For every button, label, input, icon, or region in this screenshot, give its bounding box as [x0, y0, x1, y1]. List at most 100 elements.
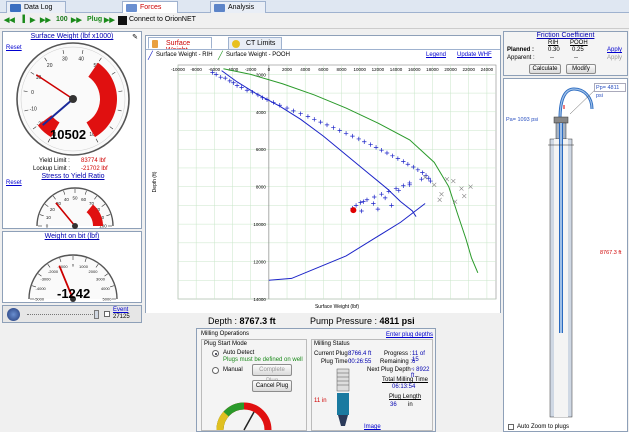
surface-weight-gauge: -30-20-100102030405060708090100 [16, 42, 130, 156]
next-plug-icon[interactable]: ▶▶ [104, 17, 115, 24]
sw-tick [24, 109, 29, 112]
auto-detect-radio[interactable] [212, 350, 219, 357]
series-4-point [444, 176, 450, 182]
remaining-value: 6 [412, 359, 416, 365]
surface-weight-panel: Surface Weight (lbf x1000) ✎ Reset -30 -2… [2, 31, 142, 229]
connect-orionnet-button[interactable]: Connect to OrionNET [129, 16, 196, 23]
tab-forces[interactable]: Forces [122, 1, 178, 13]
series-3-point [361, 199, 366, 204]
wob-tick [32, 285, 37, 288]
lockup-limit-value: -21702 lbf [81, 166, 108, 172]
series-3-point [401, 183, 406, 188]
skip-icon[interactable]: ▶▶ [71, 17, 82, 24]
sw-tick [98, 57, 102, 62]
series-3-point [359, 208, 364, 214]
wob-tick-label: -2000 [48, 269, 59, 274]
auto-zoom-checkbox[interactable] [508, 424, 514, 430]
tab-surface-weight[interactable]: Surface Weight [148, 37, 212, 54]
weight-on-bit-panel: Weight on bit (lbf) -5000 -4000 -3000 -2000… [2, 231, 142, 303]
series-3-point [407, 182, 412, 188]
wob-tick [84, 258, 87, 263]
y-tick-label: 8000 [256, 185, 267, 190]
st-tick [63, 190, 66, 195]
series-3-point [291, 108, 296, 114]
step-back-icon[interactable]: ▐ [20, 16, 25, 23]
friction-title: Friction Coefficient [536, 32, 595, 39]
sw-tick [81, 49, 84, 54]
record-icon[interactable] [7, 308, 20, 321]
slider-track[interactable] [27, 314, 99, 315]
plug-length-value[interactable]: 36 [390, 402, 397, 408]
series-3-point [234, 83, 240, 88]
speed-label[interactable]: 100 [56, 16, 68, 23]
series-3-point [250, 89, 255, 95]
complete-plug-button[interactable]: Complete Plug [252, 364, 292, 384]
calculate-button[interactable]: Calculate [529, 64, 561, 74]
remaining-label: Remaining : [380, 359, 413, 365]
update-whf-link[interactable]: Update WHF [457, 52, 492, 58]
forces-icon [126, 4, 137, 12]
sw-tick [95, 138, 99, 143]
series-3-point [428, 178, 433, 184]
y-tick-label: 6000 [256, 147, 267, 152]
apply-planned-link[interactable]: Apply [607, 47, 623, 53]
wob-tick [109, 285, 114, 288]
sw-tick-label: -30 [49, 132, 56, 138]
tab-ct-limits[interactable]: CT Limits [228, 37, 282, 49]
y-tick-label: 12000 [253, 260, 266, 265]
series-3-point [260, 95, 265, 100]
orionnet-icon [118, 16, 127, 25]
x-axis-label: Surface Weight (lbf) [315, 304, 359, 310]
auto-detect-label: Auto Detect [223, 350, 255, 356]
enter-plug-depths-link[interactable]: Enter plug depths [386, 332, 434, 338]
chart-area: ╱ Surface Weight - RIH ╱ Surface Weight … [146, 49, 500, 313]
fast-forward-icon[interactable]: ▶▶ [40, 17, 51, 24]
planned-rih-value[interactable]: 0.30 [548, 47, 560, 53]
x-tick-label: 8000 [337, 67, 348, 72]
apparent-label: Apparent : [507, 55, 535, 61]
auto-zoom-label: Auto Zoom to plugs [517, 424, 570, 430]
friction-rih-header: RIH [548, 40, 559, 46]
surface-weight-reset-link[interactable]: Reset [6, 45, 22, 51]
plug-button[interactable]: Plug [87, 16, 103, 23]
wob-tick-label: 5000 [103, 296, 113, 301]
series-3-point [312, 117, 317, 122]
series-3-point [382, 195, 388, 201]
x-tick-label: 22000 [462, 67, 475, 72]
series-3-point [271, 100, 276, 105]
tab-analysis[interactable]: Analysis [210, 1, 266, 13]
plug-image-icon [336, 368, 350, 426]
tab-data-log[interactable]: Data Log [6, 1, 66, 13]
pin-icon[interactable]: ✎ [132, 34, 138, 41]
play-icon[interactable]: ▶ [30, 17, 36, 24]
image-link[interactable]: Image [364, 424, 381, 430]
wellbore-schematic [548, 86, 599, 418]
depth-value: 8767.3 ft [239, 316, 276, 326]
x-tick-label: 2000 [282, 67, 293, 72]
series-3-point [337, 128, 342, 133]
planned-pooh-value[interactable]: 0.25 [572, 47, 584, 53]
event-link[interactable]: Event [113, 307, 129, 313]
cancel-plug-button[interactable]: Cancel Plug [252, 380, 292, 392]
sw-tick [117, 109, 122, 112]
surface-weight-chart[interactable]: -10000 -8000 -6000 -4000 -2000 0 2000 4000 6000 8… [146, 59, 500, 314]
wob-tick-label: 4000 [101, 286, 111, 291]
series-3-point [389, 203, 394, 208]
series-4-point [468, 184, 473, 189]
series-3-point [239, 85, 244, 90]
manual-radio[interactable] [212, 367, 219, 374]
apply-apparent-link[interactable]: Apply [607, 55, 623, 61]
stress-reset-link[interactable]: Reset [6, 180, 22, 186]
x-tick-label: -2000 [245, 67, 257, 72]
slider-thumb[interactable] [94, 310, 99, 319]
pa-readout: Pa= 1093 psi [506, 117, 539, 123]
series-2-line [223, 68, 479, 273]
legend-link[interactable]: Legend [426, 52, 447, 58]
event-checkbox[interactable] [104, 311, 110, 317]
pump-readout: Pump Pressure : 4811 psi [310, 316, 415, 326]
series-4-point [461, 193, 467, 199]
wob-tick [38, 273, 42, 277]
rewind-icon[interactable]: ◀◀ [4, 17, 15, 24]
next-plug-value: ~ 8922 ft [411, 367, 430, 379]
modify-button[interactable]: Modify [566, 64, 596, 74]
